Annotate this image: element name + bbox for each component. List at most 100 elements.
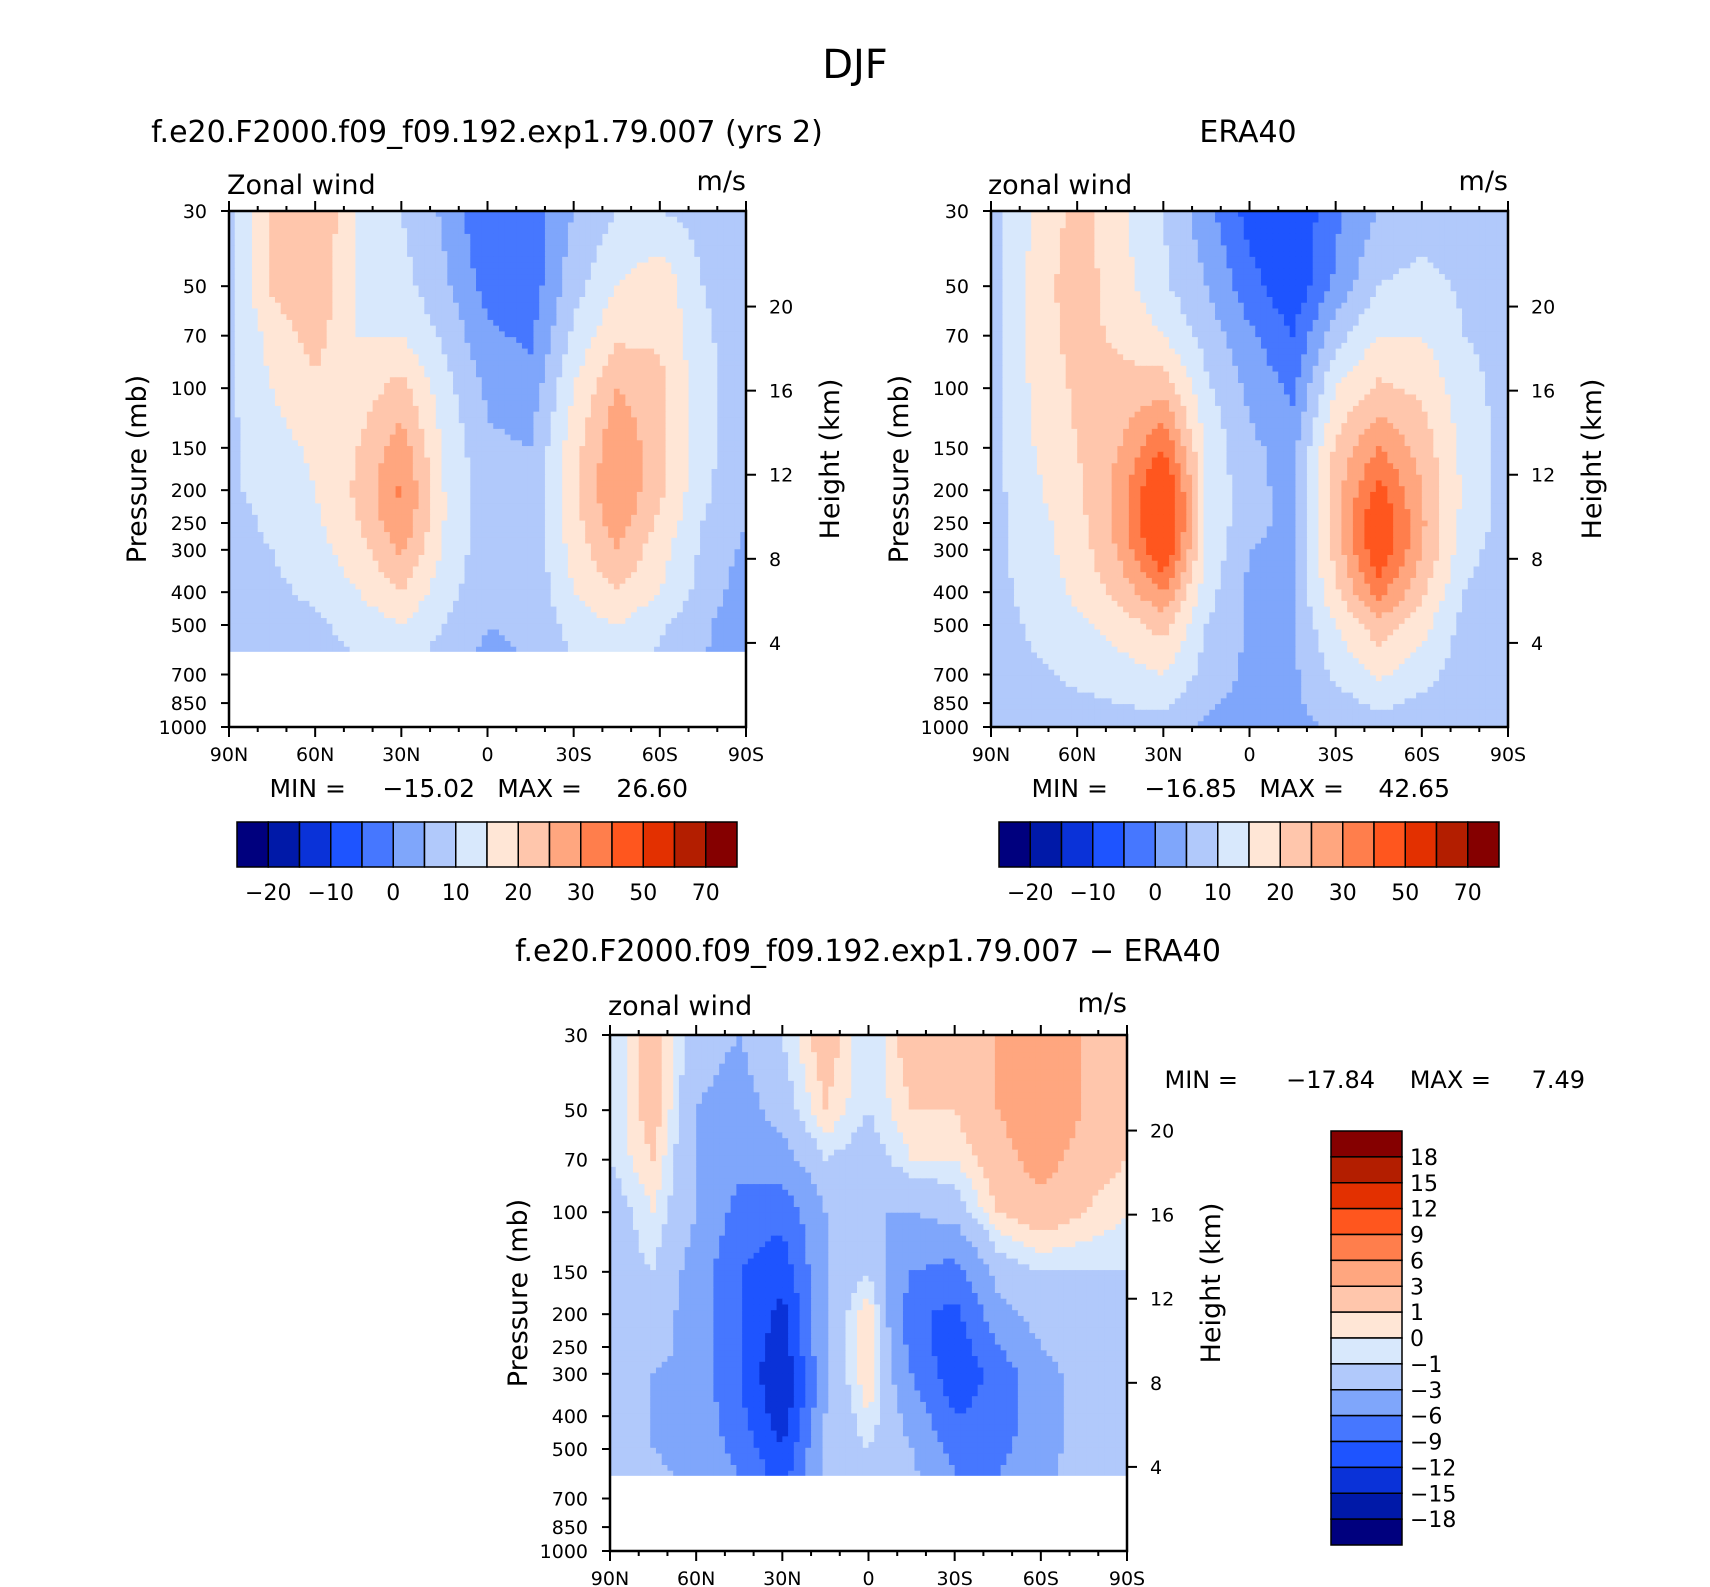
contour-cell (309, 434, 316, 441)
contour-cell (521, 308, 529, 315)
contour-cell (521, 222, 529, 229)
contour-cell (516, 211, 523, 218)
contour-cell (602, 365, 609, 373)
contour-cell (717, 256, 724, 264)
contour-cell (585, 274, 592, 281)
contour-cell (412, 297, 420, 304)
contour-cell (562, 457, 569, 464)
contour-cell (694, 514, 701, 522)
contour-cell (441, 337, 448, 344)
contour-cell (412, 256, 420, 264)
contour-cell (395, 469, 402, 476)
contour-cell (315, 394, 322, 401)
contour-cell (648, 411, 655, 418)
contour-cell (292, 308, 299, 315)
contour-cell (303, 434, 311, 441)
contour-cell (378, 411, 385, 418)
contour-cell (297, 388, 305, 396)
contour-cell (636, 239, 644, 246)
contour-cell (625, 377, 632, 384)
contour-cell (521, 331, 529, 338)
contour-cell (366, 228, 374, 235)
contour-cell (596, 348, 603, 355)
contour-cell (516, 337, 523, 344)
contour-cell (659, 302, 667, 310)
contour-cell (435, 491, 443, 499)
contour-cell (728, 423, 736, 430)
contour-cell (343, 400, 351, 407)
contour-cell (286, 256, 293, 264)
contour-cell (659, 411, 667, 418)
contour-cell (688, 377, 695, 384)
contour-cell (671, 319, 678, 327)
contour-cell (240, 383, 247, 390)
contour-cell (320, 383, 328, 390)
contour-cell (567, 302, 575, 310)
contour-cell (378, 360, 385, 367)
contour-cell (401, 308, 408, 315)
contour-cell (453, 302, 460, 310)
contour-cell (734, 400, 741, 407)
contour-cell (355, 457, 362, 464)
contour-cell (458, 216, 466, 224)
contour-cell (556, 314, 563, 321)
contour-cell (665, 446, 672, 453)
contour-cell (338, 319, 345, 327)
contour-cell (544, 446, 552, 453)
contour-cell (740, 348, 747, 355)
contour-cell (550, 354, 558, 361)
contour-cell (315, 365, 322, 373)
contour-cell (493, 428, 500, 436)
contour-cell (401, 297, 408, 304)
contour-cell (510, 285, 517, 292)
contour-cell (349, 503, 356, 510)
contour-cell (269, 377, 276, 384)
contour-cell (544, 503, 552, 510)
contour-cell (269, 520, 276, 527)
contour-cell (263, 520, 270, 527)
contour-cell (240, 262, 247, 269)
contour-cell (608, 411, 615, 418)
contour-cell (274, 256, 282, 264)
contour-cell (338, 388, 345, 396)
contour-cell (567, 331, 575, 338)
contour-cell (671, 211, 678, 218)
contour-cell (562, 417, 569, 424)
contour-cell (338, 503, 345, 510)
contour-cell (688, 440, 695, 447)
contour-cell (677, 509, 684, 516)
contour-cell (498, 360, 506, 367)
contour-cell (424, 228, 431, 235)
contour-cell (596, 377, 603, 384)
contour-cell (493, 509, 500, 516)
contour-cell (349, 211, 356, 218)
contour-cell (315, 360, 322, 367)
contour-cell (349, 509, 356, 516)
contour-cell (401, 274, 408, 281)
contour-cell (297, 291, 305, 298)
contour-cell (389, 446, 397, 453)
contour-cell (240, 503, 247, 510)
contour-cell (590, 216, 598, 224)
contour-cell (464, 211, 471, 218)
contour-cell (366, 486, 374, 493)
contour-cell (274, 497, 282, 504)
contour-cell (476, 211, 483, 218)
contour-cell (619, 331, 626, 338)
contour-cell (476, 222, 483, 229)
contour-cell (384, 262, 391, 269)
contour-cell (567, 251, 575, 258)
contour-cell (734, 239, 741, 246)
contour-cell (659, 365, 667, 373)
contour-cell (510, 520, 517, 527)
contour-cell (585, 497, 592, 504)
contour-cell (453, 245, 460, 252)
contour-cell (504, 233, 512, 241)
contour-cell (596, 428, 603, 436)
contour-cell (740, 451, 747, 459)
contour-cell (418, 251, 425, 258)
contour-cell (688, 211, 695, 218)
contour-cell (453, 365, 460, 373)
contour-cell (625, 342, 632, 350)
contour-cell (498, 457, 506, 464)
